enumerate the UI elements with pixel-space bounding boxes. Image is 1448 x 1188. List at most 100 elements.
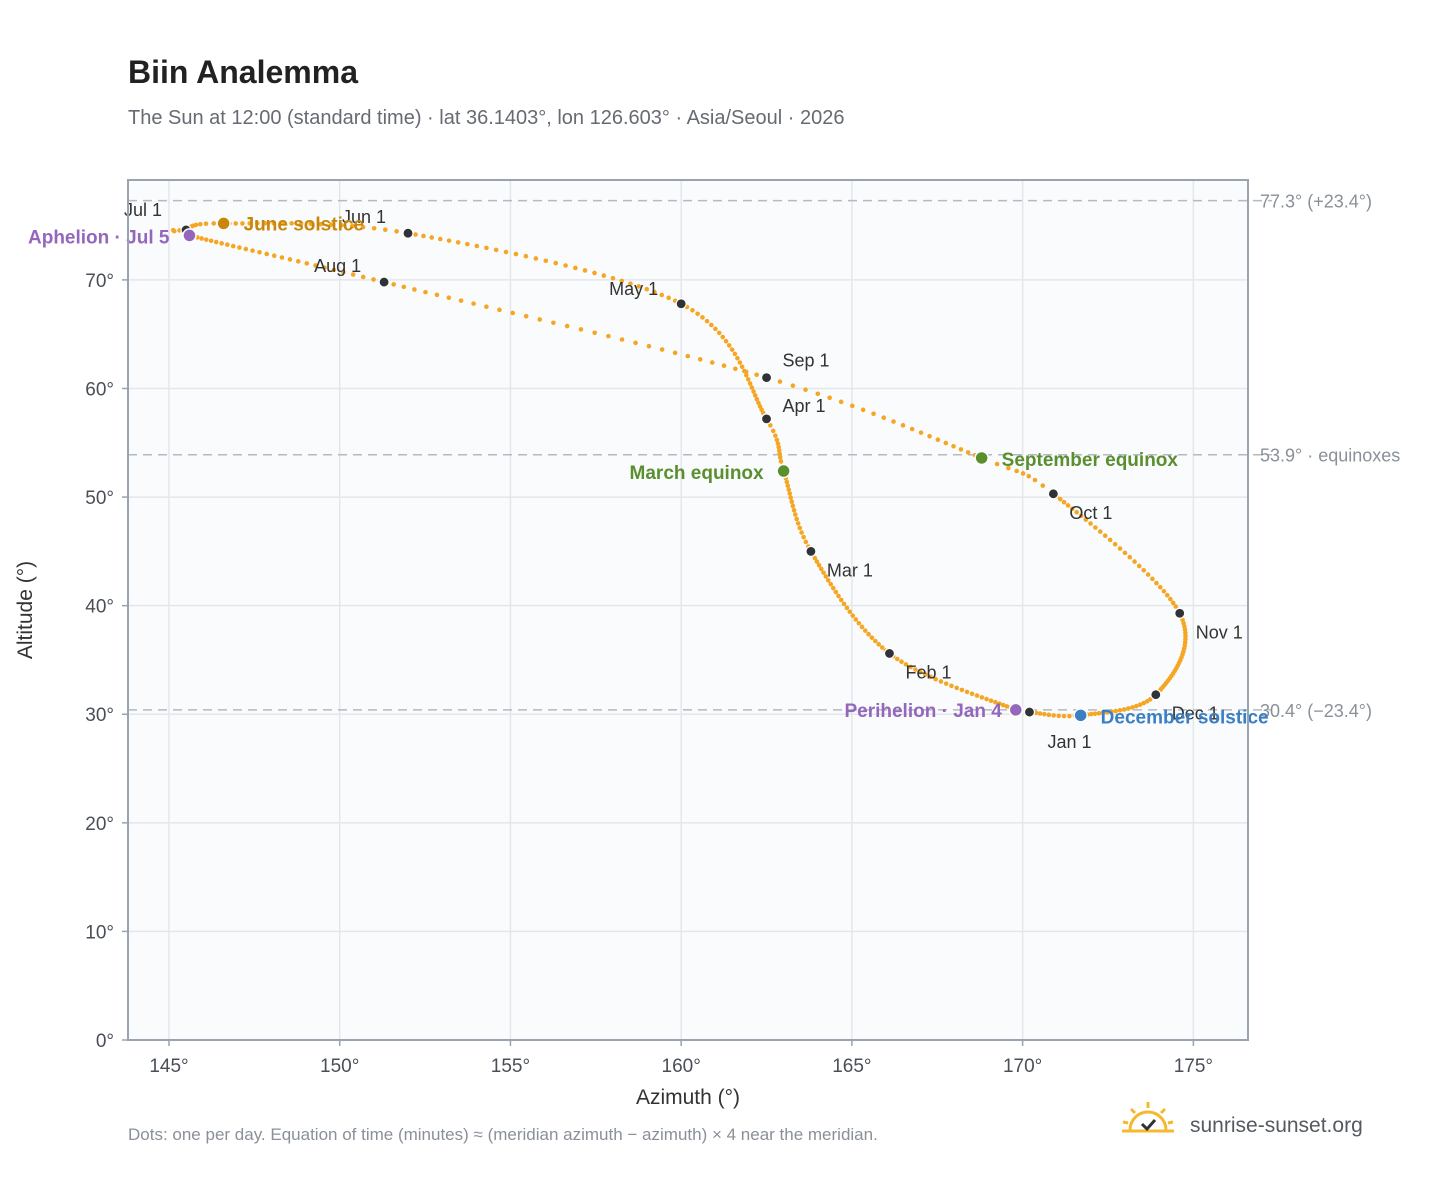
event-marker [216,216,231,231]
chart-subtitle: The Sun at 12:00 (standard time) · lat 3… [128,107,844,129]
daily-sun-dot [1141,567,1147,573]
daily-sun-dot [1127,554,1133,560]
daily-sun-dot [899,659,904,665]
daily-sun-dot [1136,563,1142,569]
daily-sun-dot [774,437,780,443]
daily-sun-dot [803,539,809,545]
daily-sun-dot [997,701,1002,706]
daily-sun-dot [371,277,376,282]
daily-sun-dot [1157,584,1163,590]
daily-sun-dot [240,221,245,226]
daily-sun-dot [818,566,824,572]
daily-sun-dot [271,220,277,226]
daily-sun-dot [1107,537,1113,543]
daily-sun-dot [1154,580,1159,586]
daily-sun-dot [908,664,913,670]
daily-sun-dot [876,642,882,647]
daily-sun-dot [695,311,700,317]
daily-sun-dot [203,237,209,242]
y-tick-label: 20° [85,814,114,835]
daily-sun-dot [197,221,203,227]
event-label: December solstice [1101,707,1269,728]
daily-sun-dot [792,512,798,517]
y-tick-label: 60° [85,379,114,400]
daily-sun-dot [263,220,268,226]
daily-sun-dot [360,224,366,230]
daily-sun-dot [1170,600,1176,606]
daily-sun-dot [619,278,625,284]
x-tick-label: 175° [1174,1056,1213,1077]
daily-sun-dot [1004,704,1010,709]
daily-sun-dot [777,451,782,457]
daily-sun-dot [401,284,407,290]
daily-sun-dot [704,318,710,324]
daily-sun-dot [1014,468,1019,474]
daily-sun-dot [881,415,887,420]
daily-sun-dot [563,263,568,268]
daily-sun-dot [974,693,980,698]
daily-sun-dot [949,683,954,689]
daily-sun-dot [484,245,489,251]
daily-sun-dot [659,292,665,298]
month-label: Aug 1 [314,256,361,276]
daily-sun-dot [825,577,831,583]
daily-sun-dot [564,323,570,329]
daily-sun-dot [493,247,499,253]
daily-sun-dot [1037,711,1043,716]
daily-sun-dot [328,222,334,227]
daily-sun-dot [786,487,792,492]
daily-sun-dot [1051,713,1056,718]
daily-sun-dot [437,236,443,242]
daily-sun-dot [787,491,793,496]
daily-sun-dot [644,286,650,292]
daily-sun-dot [423,289,428,295]
month-marker [1150,689,1162,701]
brand-logo[interactable]: sunrise-sunset.org [1122,1102,1363,1137]
daily-sun-dot [295,259,301,264]
daily-sun-dot [636,284,642,289]
daily-sun-dot [199,236,204,241]
daily-sun-dot [859,624,865,630]
daily-sun-dot [720,334,726,340]
event-markers: Perihelion · Jan 4 March equinox June sols… [28,214,1269,728]
daily-sun-dot [211,221,217,226]
daily-sun-dot [543,258,549,264]
daily-sun-dot [659,347,665,352]
daily-sun-dot [969,691,975,697]
month-label: Sep 1 [783,351,830,371]
daily-sun-dot [954,685,959,691]
daily-sun-dot [350,272,356,277]
daily-sun-dot [697,357,703,362]
daily-sun-dot [850,403,855,409]
y-axis-label: Altitude (°) [14,561,37,659]
daily-sun-dot [979,695,985,700]
y-tick-label: 70° [85,271,114,292]
month-marker [1174,607,1186,619]
daily-sun-dot [360,274,366,280]
daily-sun-dot [503,249,509,255]
daily-sun-dot [713,326,718,332]
daily-sun-dot [928,674,933,680]
event-marker [182,228,197,243]
daily-sun-dot [219,241,224,246]
daily-sun-dot [869,635,875,640]
daily-sun-dot [994,461,1000,467]
y-axis-ticks: 0° 10° 20° 30° 40° 50° 60° 70° [85,271,128,1052]
event-marker [1073,708,1088,723]
daily-sun-dot [1067,713,1072,719]
daily-sun-dot [850,613,856,618]
daily-sun-dot [1173,604,1178,609]
daily-sun-dot [582,268,588,273]
daily-sun-dot [1150,576,1155,582]
daily-sun-dot [203,221,209,227]
daily-sun-dot [909,426,915,432]
daily-sun-dot [1042,711,1047,717]
daily-sun-dot [833,589,839,595]
month-marker [883,647,896,660]
daily-sun-dot [628,281,633,286]
daily-sun-dot [513,251,519,257]
daily-sun-dot [856,620,862,626]
daily-sun-dot [770,428,776,434]
daily-sun-dot [739,364,745,370]
